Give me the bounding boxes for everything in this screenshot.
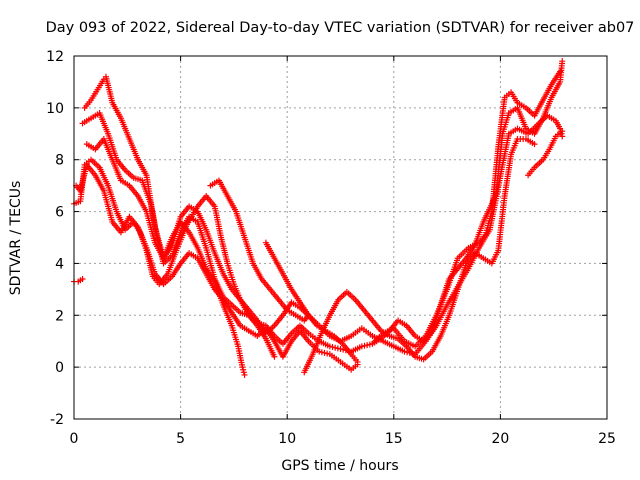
series-track-4 <box>81 73 278 360</box>
series-track-5 <box>83 135 248 378</box>
y-tick-label: 4 <box>55 256 64 272</box>
x-tick-label: 10 <box>278 431 296 447</box>
data-point <box>241 371 248 378</box>
plot-frame <box>73 55 608 420</box>
plot-markers <box>71 58 566 378</box>
y-tick-label: 0 <box>55 360 64 376</box>
data-point <box>334 345 341 352</box>
data-point <box>361 342 368 349</box>
y-tick-label: 10 <box>46 101 64 117</box>
series-track-3 <box>73 161 361 373</box>
series-track-6 <box>207 177 312 324</box>
series-track-7 <box>262 239 361 365</box>
data-point <box>358 343 365 350</box>
data-point <box>559 58 566 65</box>
x-tick-label: 5 <box>176 431 185 447</box>
data-point <box>321 349 328 356</box>
series-track-1 <box>71 112 566 358</box>
data-point <box>354 358 361 365</box>
data-point <box>326 343 333 350</box>
series-track-11 <box>71 275 86 285</box>
data-point <box>366 341 373 348</box>
data-point <box>559 128 566 135</box>
data-point <box>559 133 566 140</box>
series-track-8 <box>301 135 538 376</box>
x-axis-label: GPS time / hours <box>281 458 398 474</box>
data-point <box>271 353 278 360</box>
data-point <box>364 342 371 349</box>
x-tick-label: 15 <box>385 431 403 447</box>
data-point <box>531 141 538 148</box>
y-ticks: -2 0 2 4 6 8 10 12 <box>46 49 607 428</box>
y-tick-label: 12 <box>46 49 64 65</box>
data-point <box>318 349 325 356</box>
series-track-9 <box>369 58 566 347</box>
x-ticks: 0 5 10 15 20 25 <box>70 56 616 447</box>
data-point <box>332 344 339 351</box>
x-tick-label: 0 <box>70 431 79 447</box>
y-axis-label: SDTVAR / TECUs <box>8 181 24 296</box>
y-tick-label: 2 <box>55 308 64 324</box>
data-point <box>557 68 564 75</box>
data-point <box>329 344 336 351</box>
data-point <box>79 275 86 282</box>
y-tick-label: -2 <box>50 412 64 428</box>
x-tick-label: 25 <box>598 431 616 447</box>
data-point <box>324 350 331 357</box>
x-tick-label: 20 <box>491 431 509 447</box>
data-point <box>337 345 344 352</box>
y-tick-label: 6 <box>55 205 64 221</box>
y-tick-label: 8 <box>55 153 64 169</box>
data-point <box>401 348 408 355</box>
chart-title: Day 093 of 2022, Sidereal Day-to-day VTE… <box>46 20 635 36</box>
data-point <box>316 348 323 355</box>
series-track-10 <box>525 128 566 179</box>
